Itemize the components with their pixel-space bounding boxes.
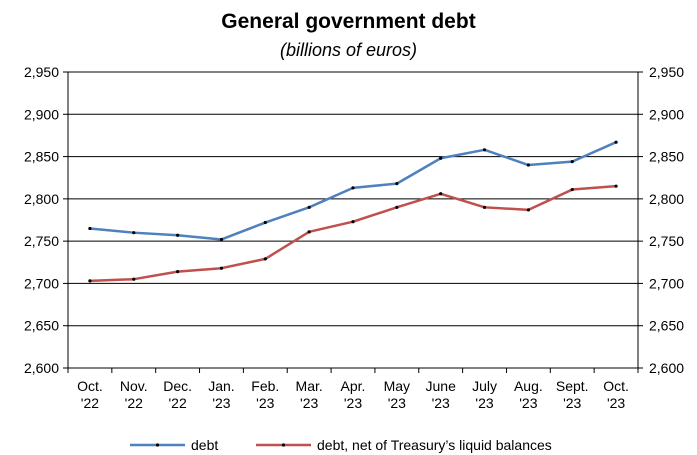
x-tick-label-year: '23 xyxy=(388,395,406,411)
series-1-point xyxy=(570,160,574,164)
chart-subtitle: (billions of euros) xyxy=(279,40,418,60)
y-tick-label-left: 2,750 xyxy=(24,233,59,249)
y-tick-label-right: 2,900 xyxy=(649,106,684,122)
y-tick-label-right: 2,600 xyxy=(649,360,684,376)
series-1-point xyxy=(439,156,443,160)
series-lines xyxy=(88,140,618,283)
chart-title: General government debt xyxy=(221,10,476,33)
x-tick-label: Nov. '22 xyxy=(120,378,148,411)
legend-label-2: debt, net of Treasury’s liquid balances xyxy=(317,437,552,453)
x-tick-label: May '23 xyxy=(384,378,410,411)
y-tick-label-right: 2,800 xyxy=(649,191,684,207)
y-tick-label-left: 2,900 xyxy=(24,106,59,122)
y-tick-label-right: 2,750 xyxy=(649,233,684,249)
y-tick-label-left: 2,700 xyxy=(24,275,59,291)
x-tick-label: Jan. '23 xyxy=(208,378,234,411)
y-axis-right-ticks: 2,600 2,650 2,700 2,750 2,800 2,850 2,900 2,950 xyxy=(638,64,684,376)
x-tick-label: Dec. '22 xyxy=(163,378,192,411)
series-2-point xyxy=(570,187,574,192)
series-1-point xyxy=(614,140,618,144)
x-tick-label-month: July xyxy=(472,378,497,394)
x-tick-label: Oct. '23 xyxy=(603,378,629,411)
x-tick-label: July '23 xyxy=(472,378,497,411)
gridlines xyxy=(67,71,639,369)
x-tick-label-year: '23 xyxy=(519,395,537,411)
y-tick-label-right: 2,650 xyxy=(649,318,684,334)
x-tick-label-month: Oct. xyxy=(603,378,629,394)
series-2-point xyxy=(88,279,92,283)
legend: debt debt, net of Treasury’s liquid balan… xyxy=(130,437,552,453)
x-tick-label: Apr. '23 xyxy=(341,378,366,411)
series-1-point xyxy=(219,237,224,242)
x-tick-label-month: May xyxy=(384,378,410,394)
legend-marker-1 xyxy=(155,443,160,447)
x-tick-label-year: '22 xyxy=(125,395,143,411)
y-tick-label-left: 2,600 xyxy=(24,360,59,376)
series-1-point xyxy=(176,233,180,237)
series-1-point xyxy=(395,182,399,186)
y-tick-label-left: 2,650 xyxy=(24,318,59,334)
x-tick-label-month: June xyxy=(426,378,457,394)
legend-label-1: debt xyxy=(191,437,218,453)
x-tick-label-month: Oct. xyxy=(77,378,103,394)
y-tick-label-left: 2,950 xyxy=(24,64,59,80)
series-1-point xyxy=(351,186,355,190)
series-2-point xyxy=(526,208,530,212)
y-axis-left-ticks: 2,600 2,650 2,700 2,750 2,800 2,850 2,900 2,950 xyxy=(24,64,68,376)
x-tick-label: Oct. '22 xyxy=(77,378,103,411)
x-tick-label-year: '23 xyxy=(432,395,450,411)
series-2-point xyxy=(439,192,443,196)
x-tick-label-month: Sept. xyxy=(556,378,589,394)
y-tick-label-right: 2,850 xyxy=(649,149,684,165)
x-tick-label-month: Jan. xyxy=(208,378,234,394)
y-tick-label-right: 2,950 xyxy=(649,64,684,80)
x-tick-label-month: Aug. xyxy=(514,378,543,394)
x-tick-label: Mar. '23 xyxy=(296,378,323,411)
x-tick-label-month: Dec. xyxy=(163,378,192,394)
x-tick-label: Feb. '23 xyxy=(251,378,279,411)
series-2-point xyxy=(614,184,618,188)
y-tick-label-left: 2,800 xyxy=(24,191,59,207)
x-tick-label: Aug. '23 xyxy=(514,378,543,411)
series-2-point xyxy=(395,205,399,209)
x-tick-label-month: Feb. xyxy=(251,378,279,394)
series-1-point xyxy=(263,220,267,225)
series-2-point xyxy=(263,257,267,261)
series-2-point xyxy=(219,266,224,270)
x-tick-label: June '23 xyxy=(426,378,457,411)
series-2-point xyxy=(351,220,355,224)
x-tick-label-year: '23 xyxy=(300,395,318,411)
x-tick-label-year: '23 xyxy=(212,395,230,411)
series-1-point xyxy=(482,148,487,152)
legend-marker-2 xyxy=(281,443,286,447)
series-1-point xyxy=(88,226,92,231)
x-tick-label-year: '22 xyxy=(81,395,99,411)
x-tick-label-month: Nov. xyxy=(120,378,148,394)
x-tick-label-year: '23 xyxy=(563,395,581,411)
x-tick-label-month: Apr. xyxy=(341,378,366,394)
x-tick-label-year: '22 xyxy=(168,395,186,411)
x-tick-label: Sept. '23 xyxy=(556,378,589,411)
series-2-point xyxy=(176,269,180,274)
x-tick-label-year: '23 xyxy=(256,395,274,411)
series-2-point xyxy=(482,205,487,209)
series-1-point xyxy=(307,205,311,209)
x-tick-label-year: '23 xyxy=(607,395,625,411)
y-tick-label-right: 2,700 xyxy=(649,275,684,291)
series-1-point xyxy=(132,231,136,235)
series-1-point xyxy=(526,163,530,167)
x-tick-label-year: '23 xyxy=(475,395,493,411)
x-tick-label-month: Mar. xyxy=(296,378,323,394)
series-2-point xyxy=(132,277,136,281)
x-tick-label-year: '23 xyxy=(344,395,362,411)
y-tick-label-left: 2,850 xyxy=(24,149,59,165)
series-2-point xyxy=(307,230,311,234)
